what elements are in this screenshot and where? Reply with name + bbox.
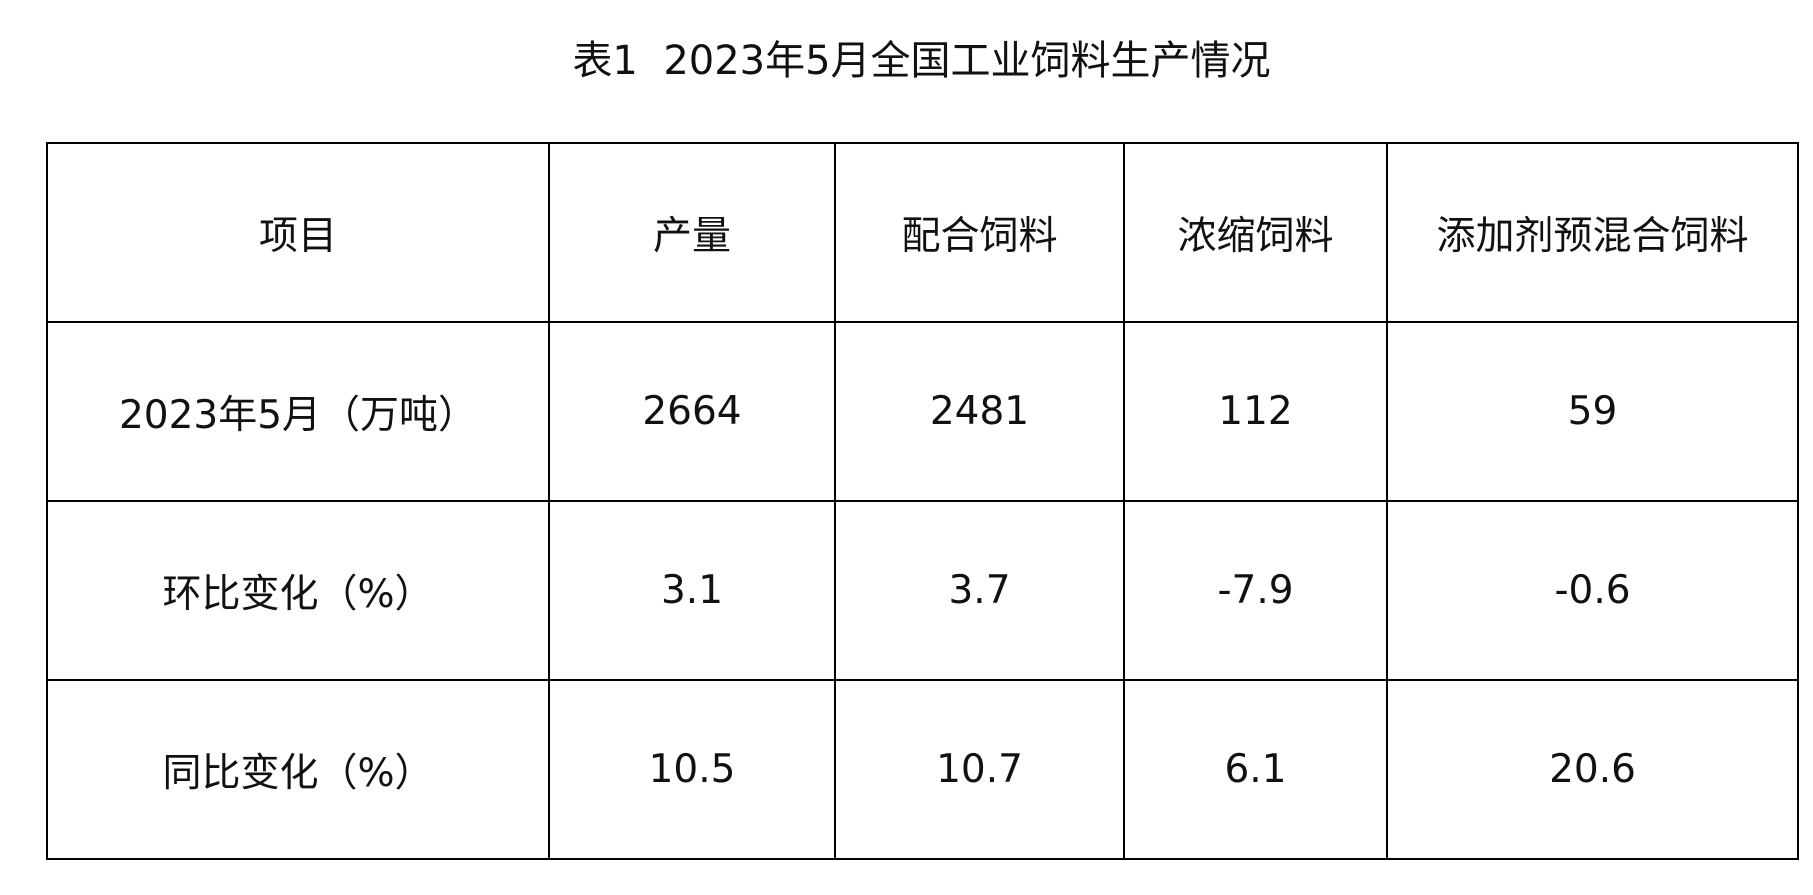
table-cell: 3.1 (548, 500, 836, 681)
data-table: 项目 产量 配合饲料 浓缩饲料 添加剂预混合饲料 2023年5月（万吨） 2664 2481 1… (46, 142, 1799, 860)
table-cell: 10.7 (834, 679, 1125, 860)
table-title: 表1 2023年5月全国工业饲料生产情况 (572, 38, 1271, 84)
table-row: 同比变化（%） 10.5 10.7 6.1 20.6 (46, 679, 1799, 860)
table-cell: -7.9 (1123, 500, 1388, 681)
table-cell: 112 (1123, 321, 1388, 502)
table-row: 2023年5月（万吨） 2664 2481 112 59 (46, 321, 1799, 502)
table-cell: -0.6 (1386, 500, 1799, 681)
table-cell: 3.7 (834, 500, 1125, 681)
header-row: 项目 产量 配合饲料 浓缩饲料 添加剂预混合饲料 (46, 142, 1799, 323)
table-cell: 环比变化（%） (46, 500, 550, 681)
table-row: 环比变化（%） 3.1 3.7 -7.9 -0.6 (46, 500, 1799, 681)
table-cell: 2481 (834, 321, 1125, 502)
header-cell: 项目 (46, 142, 550, 323)
header-cell: 产量 (548, 142, 836, 323)
table-cell: 6.1 (1123, 679, 1388, 860)
table-cell: 同比变化（%） (46, 679, 550, 860)
table-cell: 2023年5月（万吨） (46, 321, 550, 502)
table-cell: 59 (1386, 321, 1799, 502)
header-cell: 浓缩饲料 (1123, 142, 1388, 323)
header-cell: 配合饲料 (834, 142, 1125, 323)
table-cell: 10.5 (548, 679, 836, 860)
header-cell: 添加剂预混合饲料 (1386, 142, 1799, 323)
table-cell: 2664 (548, 321, 836, 502)
table-cell: 20.6 (1386, 679, 1799, 860)
